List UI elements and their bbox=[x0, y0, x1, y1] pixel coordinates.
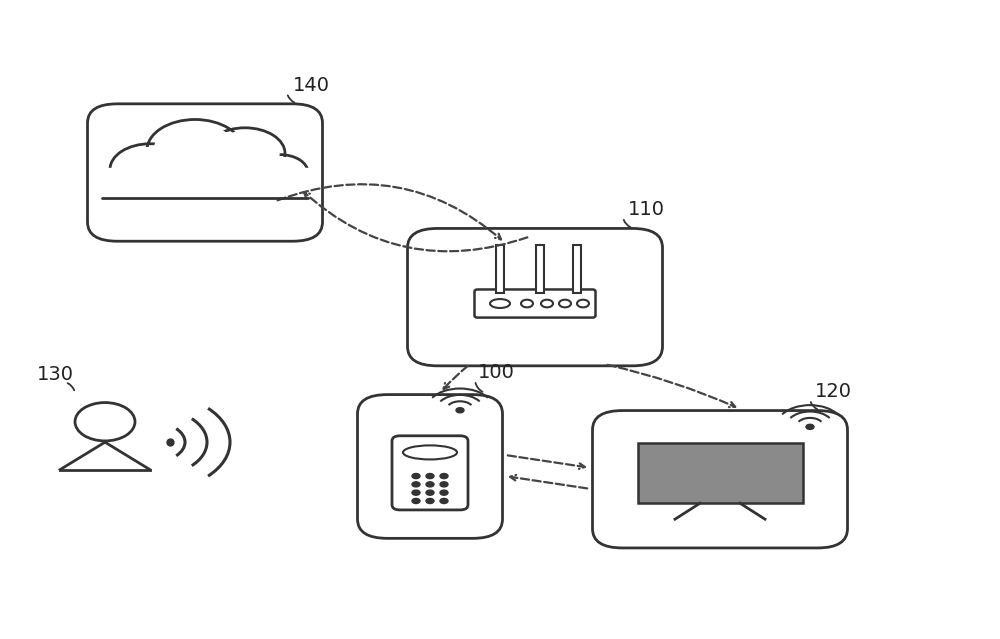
Bar bbox=[97, 168, 317, 203]
Circle shape bbox=[412, 498, 420, 504]
Bar bbox=[536, 245, 544, 293]
Circle shape bbox=[412, 482, 420, 487]
Circle shape bbox=[440, 482, 448, 487]
Text: 140: 140 bbox=[293, 76, 330, 95]
Circle shape bbox=[456, 408, 464, 413]
FancyBboxPatch shape bbox=[592, 410, 848, 548]
Text: 110: 110 bbox=[628, 201, 665, 219]
Circle shape bbox=[440, 473, 448, 479]
Circle shape bbox=[426, 473, 434, 479]
FancyBboxPatch shape bbox=[358, 394, 502, 538]
Bar bbox=[638, 442, 802, 504]
Circle shape bbox=[412, 490, 420, 495]
Circle shape bbox=[806, 424, 814, 429]
Circle shape bbox=[147, 119, 243, 181]
Circle shape bbox=[205, 128, 285, 179]
Text: 130: 130 bbox=[37, 366, 74, 384]
Circle shape bbox=[116, 148, 184, 191]
Bar bbox=[100, 169, 315, 202]
Text: 120: 120 bbox=[815, 383, 852, 401]
Circle shape bbox=[440, 490, 448, 495]
Circle shape bbox=[211, 132, 279, 175]
Circle shape bbox=[154, 124, 236, 176]
Bar bbox=[573, 245, 581, 293]
FancyBboxPatch shape bbox=[88, 104, 322, 242]
Text: 100: 100 bbox=[478, 364, 515, 382]
FancyBboxPatch shape bbox=[475, 289, 596, 318]
Circle shape bbox=[256, 157, 304, 188]
FancyBboxPatch shape bbox=[408, 228, 663, 366]
Circle shape bbox=[412, 473, 420, 479]
Circle shape bbox=[426, 498, 434, 504]
Circle shape bbox=[426, 490, 434, 495]
Circle shape bbox=[110, 144, 190, 195]
Bar bbox=[496, 245, 504, 293]
Circle shape bbox=[426, 482, 434, 487]
FancyBboxPatch shape bbox=[392, 436, 468, 510]
Circle shape bbox=[440, 498, 448, 504]
Circle shape bbox=[252, 155, 308, 190]
